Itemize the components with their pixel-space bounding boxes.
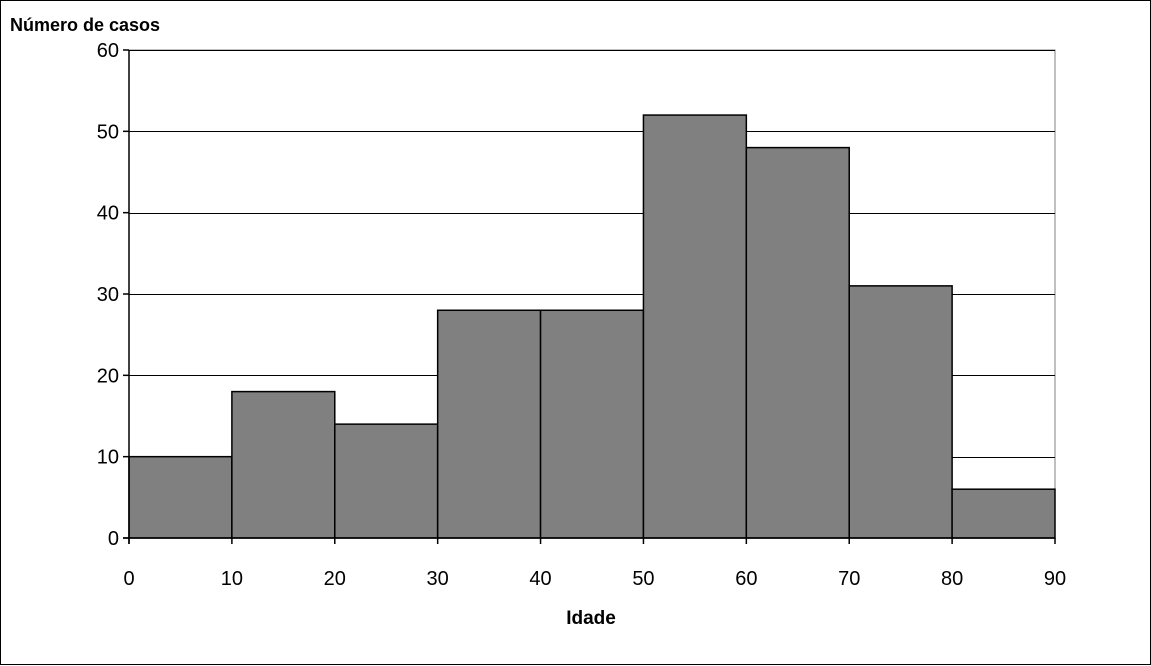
x-tick-label-80: 80 xyxy=(941,568,963,590)
bar-20-30 xyxy=(334,423,439,539)
x-tick-label-20: 20 xyxy=(324,568,346,590)
axes xyxy=(123,49,1056,544)
x-tick-labels: 0 10 20 30 40 50 60 70 80 90 xyxy=(123,568,1066,590)
bar-0-10 xyxy=(128,455,233,539)
y-tick-label-60: 60 xyxy=(97,40,119,62)
y-tick-label-10: 10 xyxy=(97,447,119,469)
x-tick-label-90: 90 xyxy=(1044,568,1066,590)
y-tick-label-0: 0 xyxy=(108,528,119,550)
y-tick-label-30: 30 xyxy=(97,284,119,306)
bar-40-50 xyxy=(539,309,645,539)
y-tick-label-40: 40 xyxy=(97,203,119,225)
x-axis-label: Idade xyxy=(566,608,616,629)
bar-80-90 xyxy=(951,488,1056,539)
x-tick-label-10: 10 xyxy=(221,568,243,590)
bar-30-40 xyxy=(436,309,542,539)
y-tick-labels: 0 10 20 30 40 50 60 xyxy=(97,40,119,550)
bar-70-80 xyxy=(848,285,953,539)
x-tick-label-50: 50 xyxy=(632,568,654,590)
y-tick-label-20: 20 xyxy=(97,365,119,387)
bar-60-70 xyxy=(745,146,850,539)
x-tick-label-60: 60 xyxy=(735,568,757,590)
bars xyxy=(128,114,1056,539)
y-tick-label-50: 50 xyxy=(97,121,119,143)
x-tick-label-0: 0 xyxy=(123,568,134,590)
bar-10-20 xyxy=(231,390,336,539)
x-tick-label-40: 40 xyxy=(529,568,551,590)
x-tick-label-70: 70 xyxy=(838,568,860,590)
bar-50-60 xyxy=(642,114,748,539)
y-axis-label: Número de casos xyxy=(10,15,160,35)
x-tick-label-30: 30 xyxy=(427,568,449,590)
